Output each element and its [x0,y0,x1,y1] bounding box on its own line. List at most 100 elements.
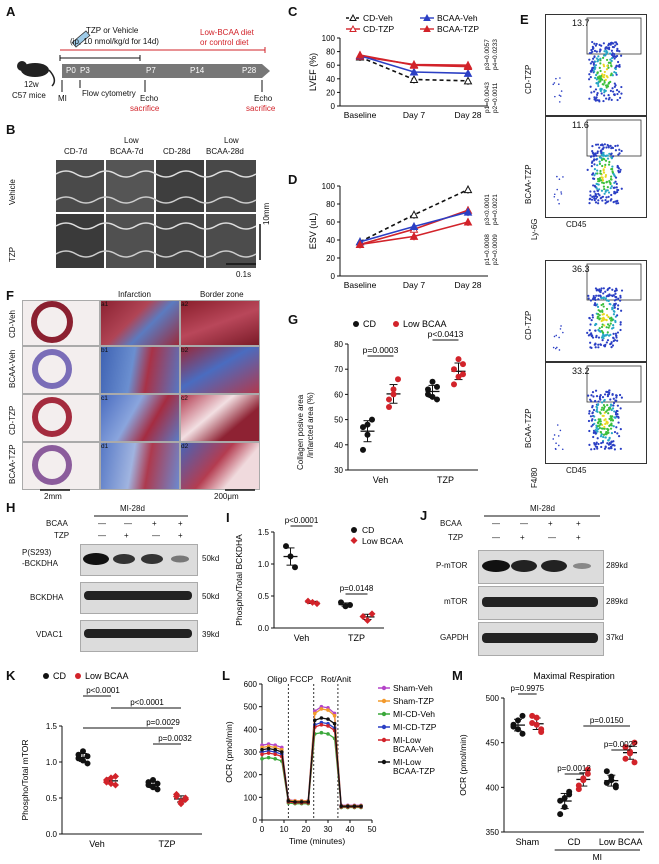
flow-event [593,447,596,451]
flow-event [609,52,612,55]
g-legend-marker [393,321,399,327]
C-ytick-label: 40 [326,75,335,84]
I-data-point [347,601,353,608]
flow-event [601,181,604,184]
M-xtick-label: Sham [516,837,540,847]
M-data-point [608,777,615,784]
flow-event [587,394,590,397]
h-tzp-4: + [178,531,183,540]
flow-event [597,199,600,202]
flow-event [607,315,610,319]
flow-event [596,437,599,440]
flow-event [594,346,597,349]
flow-event [594,66,597,69]
h-band-3: VDAC1 [36,630,63,639]
flow-event [594,445,597,448]
flow-event [614,176,618,179]
flow-event [597,81,600,84]
C-ytick-label: 20 [326,88,335,97]
echo1-label: Echo [140,94,159,103]
flow-event [620,85,623,89]
K-data-point [177,800,185,808]
flow-event [603,405,606,408]
I-ytick-label: 0.0 [258,624,270,633]
k-legend-marker [75,673,81,679]
M-data-point [533,721,540,728]
L-phase-label: Oligo [267,674,287,684]
flow-event [600,179,603,182]
flow-event [602,403,606,407]
flow-event [614,144,617,148]
M-data-point [603,779,610,786]
flow-event [555,334,558,337]
flow-value-3: 36.3 [572,264,590,274]
flow-event [554,347,557,350]
mouse-icon [17,61,56,87]
flow-event [595,57,598,60]
flow-event [586,168,589,171]
flow-event [593,90,596,93]
flow-event [592,57,595,60]
flow-event [605,154,608,157]
flow-event [614,319,617,323]
G-ytick-label: 30 [334,466,343,475]
L-point [359,804,363,808]
L-legend-marker [381,711,387,717]
j-row-bcaa: BCAA [440,519,462,528]
C-point [409,60,419,69]
flow-event [598,76,602,79]
flow-event [616,202,620,205]
flow-event [590,319,593,322]
f-scale-1: 2mm [44,492,62,501]
D-xtick-label: Day 7 [403,280,425,290]
f-sub-d1: d1 [101,443,109,450]
flow-event [559,328,562,330]
M-data-point [538,728,545,735]
flow-event [610,198,613,201]
L-legend-marker [381,698,387,704]
flow-event [601,441,604,444]
flow-event [597,55,600,58]
flow-event [603,143,606,146]
G-data-point [455,356,462,363]
flow-event [606,339,610,342]
G-data-point [429,393,436,400]
flow-event [615,336,618,339]
flow-event [617,421,620,424]
flow-event [599,310,602,313]
flow-event [607,447,610,450]
j-tzp-2: + [520,533,525,542]
flow-event [606,431,609,435]
flow-event [591,151,594,154]
M-data-point [519,712,526,719]
flow-event [603,345,607,348]
k-pval: p<0.0001 [130,698,164,707]
flow-event [592,294,595,298]
f-sub-d2: d2 [181,443,189,450]
j-kd-2: 289kd [606,597,628,606]
panel-letter-i: I [226,510,230,525]
echo-vehicle-bcaa7 [106,160,154,212]
j-bcaa-2: — [520,519,528,528]
flow-event [612,200,615,204]
flow-event [600,158,604,162]
flow-event [593,70,596,73]
I-ytick-label: 1.5 [258,528,270,537]
flow-event [596,93,599,96]
flow-event [609,398,612,401]
flow-event [616,92,619,96]
flow-event [587,419,591,423]
L-point [266,751,271,755]
i-legend-marker [351,527,357,533]
flow-event [617,304,620,307]
flow-event [609,43,612,46]
flow-event [593,422,596,425]
flow-event [601,199,604,202]
flow-event [591,150,594,153]
flow-event [599,48,602,51]
flow-event [588,317,591,320]
flow-event [610,168,613,171]
L-point [306,800,310,804]
flow-event [589,194,592,197]
chart-bckdha: 0.0 0.5 1.0 1.5 Veh TZP Phospho/Total BCKDHA CD… [234,516,403,643]
